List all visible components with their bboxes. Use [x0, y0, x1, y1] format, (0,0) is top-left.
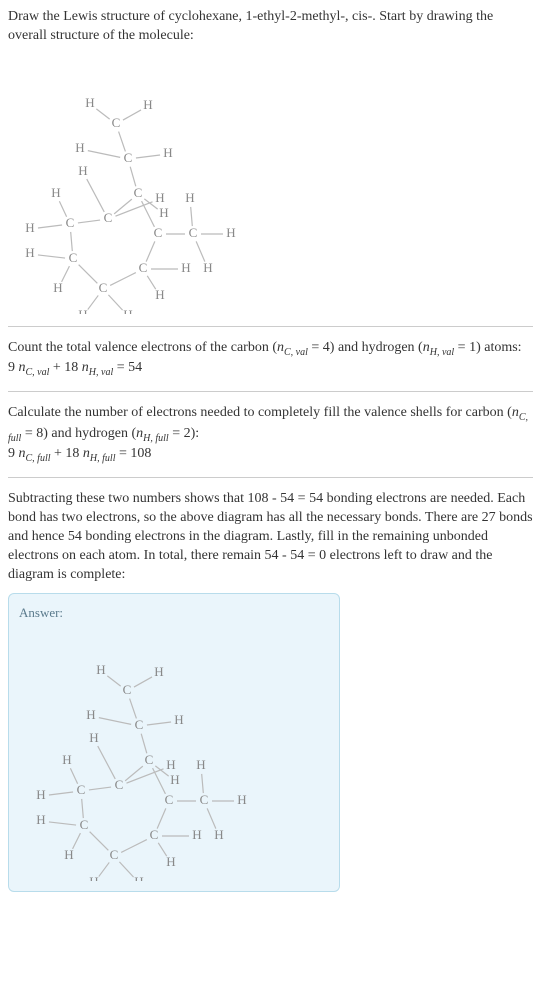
svg-text:H: H: [78, 163, 87, 178]
svg-text:C: C: [134, 185, 143, 200]
svg-text:C: C: [110, 847, 119, 862]
count-text-b: = 4) and hydrogen (: [308, 340, 423, 355]
svg-text:C: C: [200, 792, 209, 807]
svg-text:H: H: [36, 812, 45, 827]
intro-line: Draw the Lewis structure of cyclohexane,…: [8, 9, 493, 43]
fill-section: Calculate the number of electrons needed…: [8, 404, 533, 465]
svg-text:H: H: [78, 307, 87, 314]
svg-text:H: H: [203, 260, 212, 275]
svg-text:H: H: [196, 757, 205, 772]
svg-text:H: H: [86, 707, 95, 722]
fill-eq-c: = 108: [115, 446, 151, 461]
svg-text:H: H: [51, 185, 60, 200]
count-section: Count the total valence electrons of the…: [8, 339, 533, 380]
svg-text:H: H: [36, 787, 45, 802]
count-text-a: Count the total valence electrons of the…: [8, 340, 277, 355]
svg-text:H: H: [154, 664, 163, 679]
svg-text:C: C: [124, 150, 133, 165]
svg-text:H: H: [89, 874, 98, 881]
svg-text:H: H: [163, 145, 172, 160]
svg-text:H: H: [192, 827, 201, 842]
svg-text:H: H: [185, 190, 194, 205]
svg-text:H: H: [25, 245, 34, 260]
svg-text:H: H: [166, 757, 175, 772]
svg-text:C: C: [139, 260, 148, 275]
nCval-sym: nC, val: [277, 340, 308, 355]
svg-text:C: C: [112, 115, 121, 130]
svg-text:H: H: [143, 97, 152, 112]
fill-eq-b: + 18: [51, 446, 83, 461]
svg-text:C: C: [77, 782, 86, 797]
svg-text:C: C: [145, 752, 154, 767]
count-eq-c: = 54: [113, 360, 142, 375]
svg-text:C: C: [189, 225, 198, 240]
svg-text:C: C: [123, 682, 132, 697]
svg-text:C: C: [104, 210, 113, 225]
lewis-diagram-2: CCCCCCCCCCHHHHHHHHHHHHHHHHHH: [19, 621, 329, 881]
count-eq-a: 9: [8, 360, 19, 375]
svg-text:H: H: [134, 874, 143, 881]
svg-text:H: H: [62, 752, 71, 767]
svg-text:H: H: [85, 95, 94, 110]
answer-label: Answer:: [19, 604, 329, 622]
count-eq-b: + 18: [49, 360, 81, 375]
svg-text:C: C: [150, 827, 159, 842]
svg-text:H: H: [123, 307, 132, 314]
svg-text:H: H: [214, 827, 223, 842]
answer-box: Answer: CCCCCCCCCCHHHHHHHHHHHHHHHHHH: [8, 593, 340, 893]
svg-text:C: C: [80, 817, 89, 832]
fill-eq-a: 9: [8, 446, 19, 461]
svg-text:H: H: [181, 260, 190, 275]
svg-text:H: H: [155, 190, 164, 205]
lewis-diagram-1: CCCCCCCCCCHHHHHHHHHHHHHHHHHH: [8, 54, 533, 314]
svg-text:H: H: [155, 287, 164, 302]
divider-3: [8, 477, 533, 478]
svg-text:H: H: [25, 220, 34, 235]
svg-text:H: H: [166, 854, 175, 869]
fill-text-c: = 2):: [169, 426, 199, 441]
svg-text:H: H: [89, 730, 98, 745]
svg-text:H: H: [96, 662, 105, 677]
svg-text:C: C: [115, 777, 124, 792]
svg-text:C: C: [135, 717, 144, 732]
svg-text:H: H: [53, 280, 62, 295]
nHval-sym: nH, val: [423, 340, 454, 355]
svg-text:H: H: [170, 772, 179, 787]
intro-text: Draw the Lewis structure of cyclohexane,…: [8, 8, 533, 46]
svg-text:C: C: [165, 792, 174, 807]
svg-text:C: C: [66, 215, 75, 230]
divider-1: [8, 326, 533, 327]
svg-text:H: H: [237, 792, 246, 807]
final-text: Subtracting these two numbers shows that…: [8, 490, 533, 584]
count-text-c: = 1) atoms:: [454, 340, 521, 355]
divider-2: [8, 391, 533, 392]
svg-text:C: C: [69, 250, 78, 265]
svg-text:C: C: [154, 225, 163, 240]
fill-text-a: Calculate the number of electrons needed…: [8, 405, 512, 420]
svg-text:H: H: [159, 205, 168, 220]
nHfull-sym: nH, full: [136, 426, 169, 441]
svg-text:H: H: [64, 847, 73, 862]
svg-text:H: H: [174, 712, 183, 727]
svg-text:H: H: [75, 140, 84, 155]
fill-text-b: = 8) and hydrogen (: [21, 426, 136, 441]
svg-text:C: C: [99, 280, 108, 295]
svg-text:H: H: [226, 225, 235, 240]
